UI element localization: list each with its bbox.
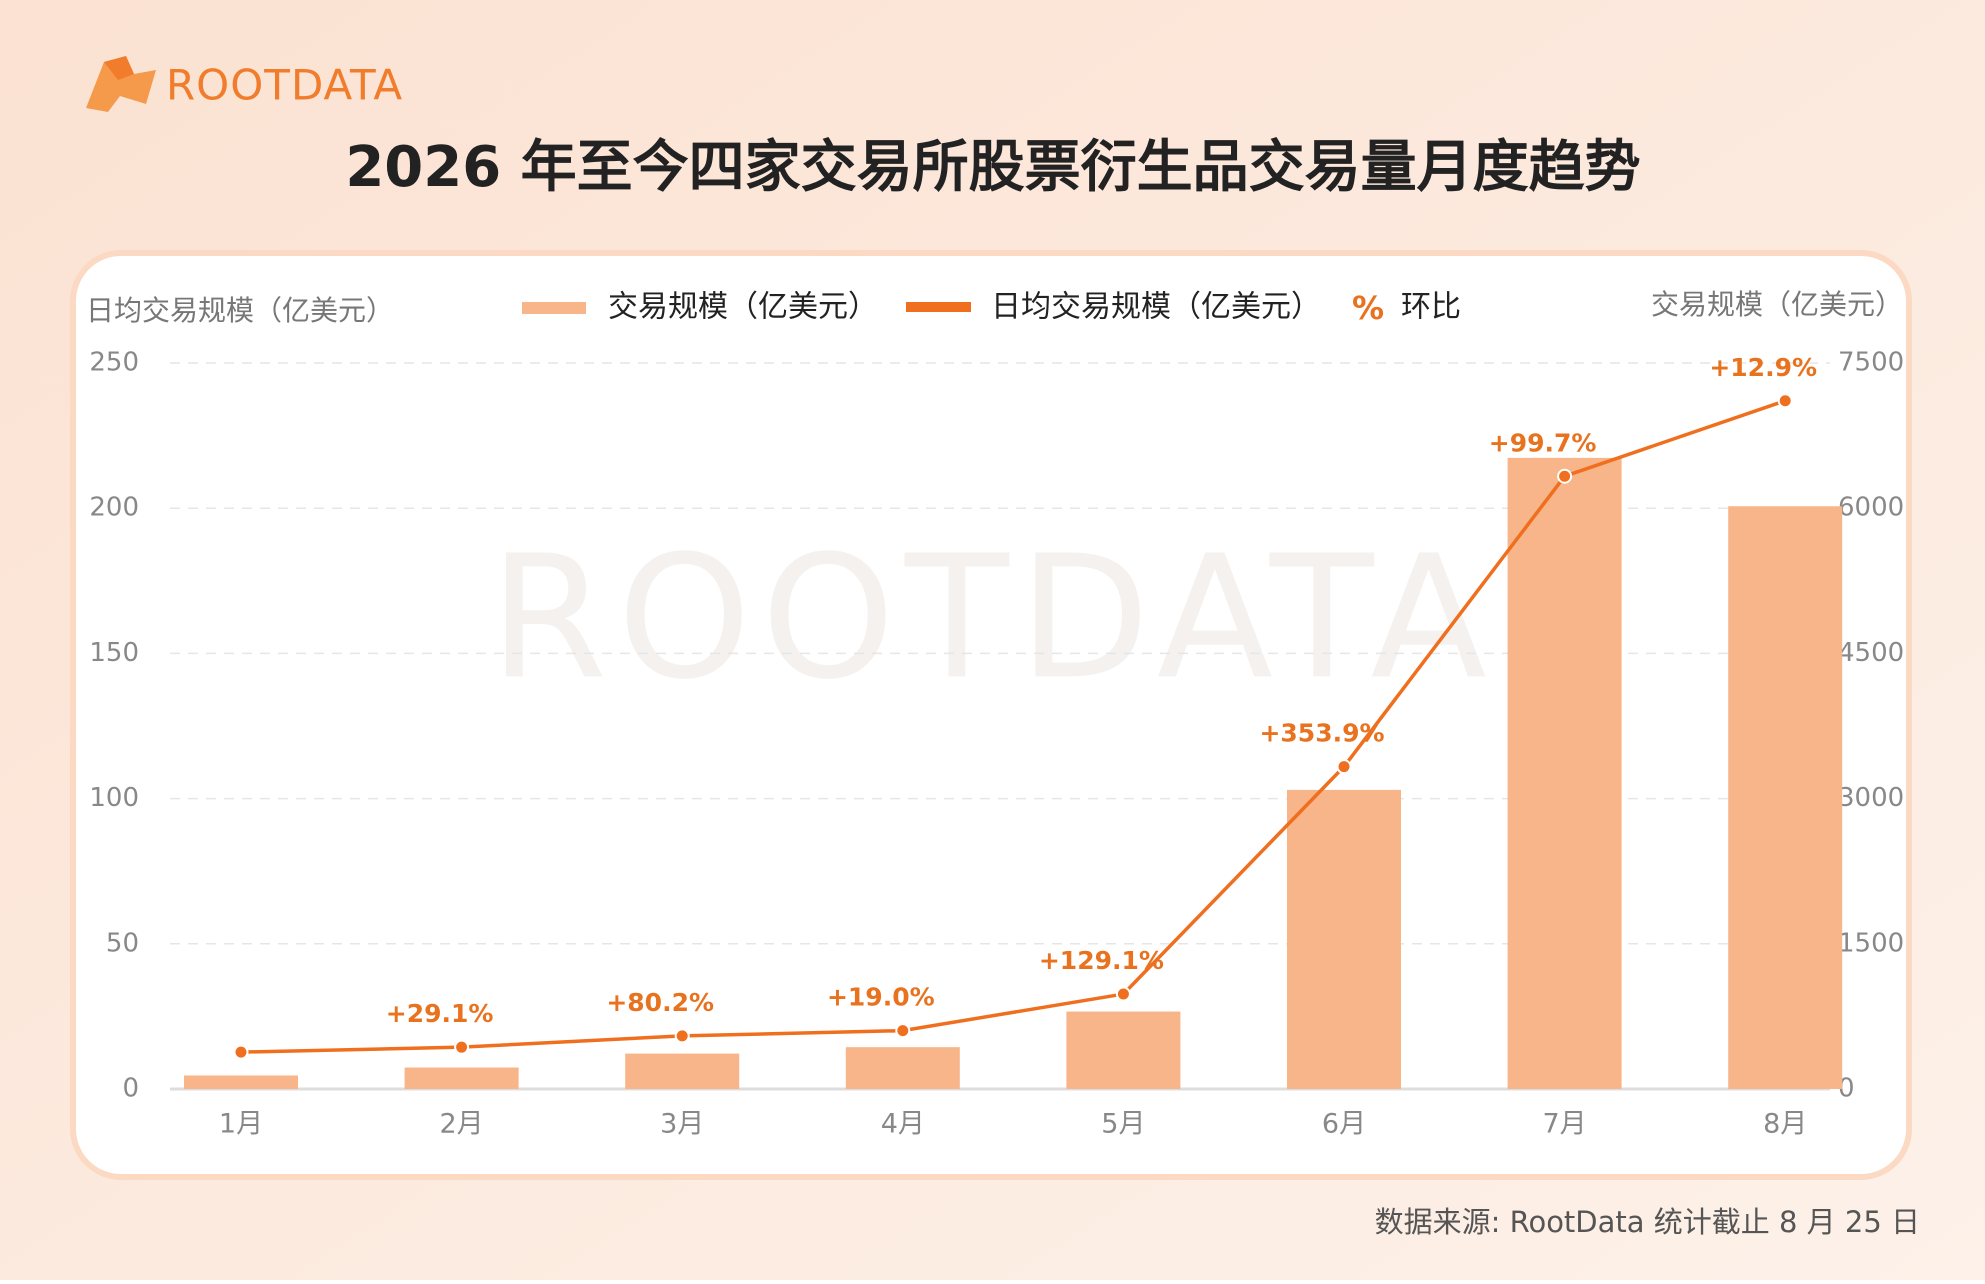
data-label: +129.1% (1039, 946, 1164, 975)
data-label: +29.1% (386, 999, 494, 1028)
legend-label: 日均交易规模（亿美元） (991, 290, 1321, 325)
bar (184, 1075, 298, 1089)
bar (1066, 1011, 1181, 1089)
y2-tick-label: 1500 (1838, 928, 1904, 958)
y-tick-label: 150 (89, 638, 139, 668)
line-point (1557, 468, 1573, 484)
line-point (1336, 759, 1352, 775)
line-point (674, 1028, 690, 1044)
legend: 交易规模（亿美元） 日均交易规模（亿美元）% 环比 (522, 289, 1461, 327)
line-point (1115, 986, 1131, 1002)
y-tick-label: 0 (122, 1074, 139, 1104)
data-label: +12.9% (1709, 353, 1817, 382)
legend-swatch (906, 302, 971, 312)
y2-tick-label: 7500 (1838, 348, 1904, 378)
x-tick-label: 5月 (1101, 1109, 1145, 1140)
data-label: +80.2% (606, 988, 714, 1017)
y-tick-label: 100 (89, 783, 139, 813)
bar (1287, 789, 1401, 1089)
x-tick-label: 1月 (219, 1109, 263, 1140)
line (240, 399, 1786, 1054)
line-point (233, 1044, 249, 1060)
bar (404, 1067, 519, 1089)
logo: ROOTDATA (166, 61, 403, 110)
chart-title: 2026 年至今四家交易所股票衍生品交易量月度趋势 (345, 135, 1640, 200)
y-tick-label: 200 (89, 493, 139, 523)
logo-icon (86, 56, 156, 112)
y2-tick-label: 4500 (1838, 638, 1904, 668)
bar (845, 1047, 960, 1089)
y2-tick-label: 3000 (1838, 783, 1904, 813)
source-note: 数据来源: RootData 统计截止 8 月 25 日 (1375, 1205, 1920, 1239)
x-tick-label: 3月 (660, 1109, 704, 1140)
x-tick-label: 6月 (1322, 1109, 1366, 1140)
x-tick-label: 7月 (1543, 1109, 1587, 1140)
data-label: +353.9% (1259, 719, 1384, 748)
bar (1507, 457, 1622, 1089)
line-point (454, 1039, 470, 1055)
line-point (895, 1023, 911, 1039)
x-tick-label: 2月 (440, 1109, 484, 1140)
legend-label: 环比 (1401, 290, 1461, 325)
watermark: ROOTDATA (489, 519, 1497, 717)
data-label: +19.0% (827, 983, 935, 1012)
line-point (1777, 393, 1793, 409)
legend-swatch (522, 302, 586, 314)
y2-tick-label: 6000 (1838, 493, 1904, 523)
x-tick-label: 8月 (1763, 1109, 1807, 1140)
legend-symbol: % (1352, 289, 1384, 327)
y-axis-title: 日均交易规模（亿美元） (86, 294, 394, 327)
y-tick-label: 250 (89, 348, 139, 378)
legend-label: 交易规模（亿美元） (608, 290, 878, 325)
x-tick-label: 4月 (881, 1109, 925, 1140)
y2-axis-title: 交易规模（亿美元） (1651, 288, 1903, 321)
y-tick-label: 50 (106, 928, 139, 958)
bar (625, 1053, 740, 1089)
bar (1728, 506, 1843, 1089)
card (70, 250, 1912, 1180)
data-label: +99.7% (1489, 428, 1597, 457)
